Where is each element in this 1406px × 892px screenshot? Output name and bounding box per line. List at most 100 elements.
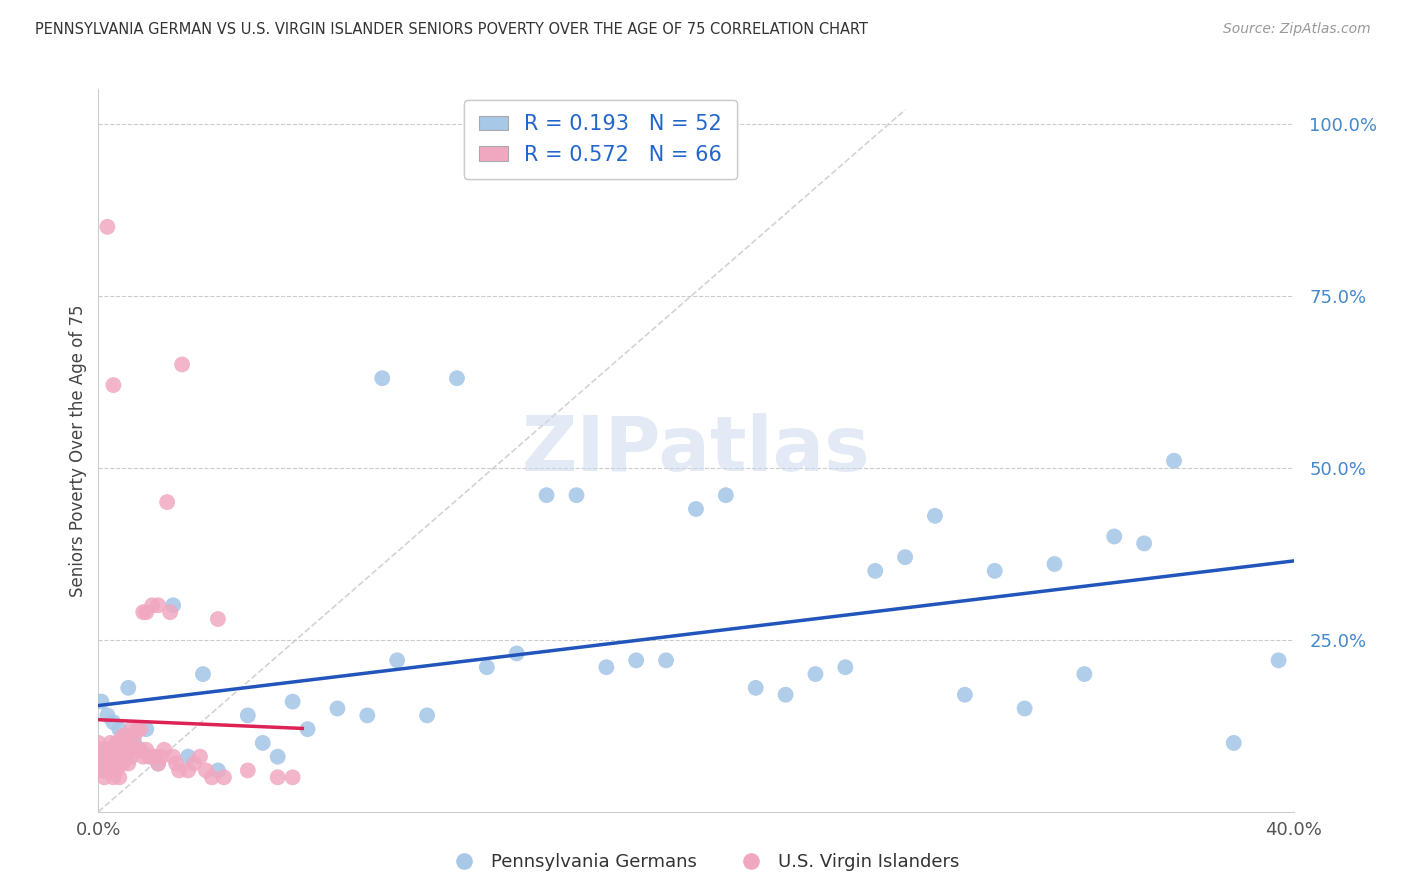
Point: [655, 653, 678, 667]
Point: [141, 749, 163, 764]
Text: PENNSYLVANIA GERMAN VS U.S. VIRGIN ISLANDER SENIORS POVERTY OVER THE AGE OF 75 C: PENNSYLVANIA GERMAN VS U.S. VIRGIN ISLAN…: [35, 22, 868, 37]
Point: [191, 667, 214, 681]
Point: [1043, 557, 1066, 571]
Point: [103, 756, 125, 771]
Point: [924, 508, 946, 523]
Point: [127, 743, 149, 757]
Point: [111, 743, 134, 757]
Point: [267, 749, 290, 764]
Point: [385, 653, 409, 667]
Point: [714, 488, 737, 502]
Point: [446, 371, 468, 385]
Point: [120, 722, 142, 736]
Point: [93, 764, 115, 778]
Point: [114, 729, 136, 743]
Text: ZIPatlas: ZIPatlas: [522, 414, 870, 487]
Point: [162, 749, 184, 764]
Point: [124, 729, 146, 743]
Point: [117, 681, 139, 695]
Point: [1267, 653, 1289, 667]
Point: [804, 667, 827, 681]
Point: [212, 770, 235, 784]
Y-axis label: Seniors Poverty Over the Age of 75: Seniors Poverty Over the Age of 75: [69, 304, 87, 597]
Point: [105, 736, 128, 750]
Point: [96, 708, 118, 723]
Point: [129, 722, 152, 736]
Point: [177, 764, 200, 778]
Legend: R = 0.193   N = 52, R = 0.572   N = 66: R = 0.193 N = 52, R = 0.572 N = 66: [464, 100, 737, 179]
Point: [201, 770, 224, 784]
Point: [135, 743, 157, 757]
Point: [114, 736, 136, 750]
Point: [148, 599, 170, 613]
Point: [865, 564, 887, 578]
Point: [148, 756, 170, 771]
Point: [177, 749, 200, 764]
Point: [96, 764, 118, 778]
Point: [207, 612, 229, 626]
Point: [236, 764, 259, 778]
Point: [127, 722, 149, 736]
Point: [188, 749, 211, 764]
Point: [1073, 667, 1095, 681]
Point: [93, 770, 115, 784]
Point: [626, 653, 648, 667]
Point: [132, 749, 155, 764]
Point: [416, 708, 439, 723]
Point: [595, 660, 617, 674]
Point: [105, 749, 128, 764]
Text: Source: ZipAtlas.com: Source: ZipAtlas.com: [1223, 22, 1371, 37]
Point: [1133, 536, 1156, 550]
Point: [475, 660, 498, 674]
Point: [172, 358, 194, 372]
Point: [103, 770, 125, 784]
Point: [150, 749, 173, 764]
Point: [141, 599, 163, 613]
Point: [685, 502, 707, 516]
Point: [156, 495, 179, 509]
Point: [834, 660, 856, 674]
Point: [356, 708, 378, 723]
Point: [195, 764, 218, 778]
Point: [236, 708, 259, 723]
Point: [148, 756, 170, 771]
Point: [1014, 701, 1036, 715]
Point: [108, 770, 131, 784]
Point: [132, 605, 155, 619]
Point: [96, 743, 118, 757]
Point: [117, 743, 139, 757]
Point: [103, 715, 125, 730]
Point: [297, 722, 319, 736]
Point: [953, 688, 976, 702]
Point: [90, 764, 112, 778]
Legend: Pennsylvania Germans, U.S. Virgin Islanders: Pennsylvania Germans, U.S. Virgin Island…: [439, 847, 967, 879]
Point: [165, 756, 187, 771]
Point: [108, 749, 131, 764]
Point: [1104, 529, 1126, 543]
Point: [252, 736, 274, 750]
Point: [371, 371, 394, 385]
Point: [124, 736, 146, 750]
Point: [1163, 454, 1185, 468]
Point: [87, 749, 110, 764]
Point: [138, 749, 160, 764]
Point: [159, 605, 181, 619]
Point: [129, 743, 152, 757]
Point: [120, 749, 142, 764]
Point: [98, 749, 122, 764]
Point: [117, 729, 139, 743]
Point: [90, 695, 112, 709]
Point: [96, 219, 118, 234]
Point: [129, 743, 152, 757]
Point: [281, 770, 304, 784]
Point: [111, 756, 134, 771]
Point: [326, 701, 349, 715]
Point: [108, 736, 131, 750]
Point: [114, 749, 136, 764]
Point: [506, 647, 529, 661]
Point: [143, 749, 166, 764]
Point: [1223, 736, 1246, 750]
Point: [894, 550, 917, 565]
Point: [90, 743, 112, 757]
Point: [167, 764, 190, 778]
